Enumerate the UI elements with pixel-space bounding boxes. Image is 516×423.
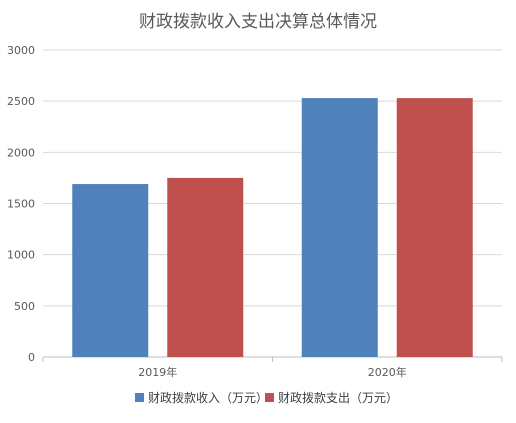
legend-label: 财政拨款收入（万元） [148, 391, 268, 405]
bars [72, 98, 473, 357]
bar-expense-1 [396, 98, 473, 357]
y-tick-label: 0 [28, 351, 35, 364]
chart-title: 财政拨款收入支出决算总体情况 [139, 12, 377, 32]
legend-swatch [265, 393, 274, 402]
legend: 财政拨款收入（万元） 财政拨款支出（万元） [135, 391, 398, 405]
y-tick-label: 3000 [7, 44, 35, 57]
y-tick-label: 1500 [7, 198, 35, 211]
legend-swatch [135, 393, 144, 402]
y-tick-label: 2500 [7, 95, 35, 108]
bar-expense-0 [167, 177, 244, 357]
tick-labels: 0 500 1000 1500 2000 2500 3000 2019年 2020年 [7, 44, 407, 379]
bar-income-1 [301, 98, 378, 357]
y-tick-label: 1000 [7, 249, 35, 262]
x-tick-label: 2020年 [368, 365, 407, 379]
legend-label: 财政拨款支出（万元） [278, 391, 398, 405]
bar-income-0 [72, 184, 149, 357]
y-tick-label: 500 [14, 300, 35, 313]
x-tick-label: 2019年 [138, 365, 177, 379]
y-tick-label: 2000 [7, 146, 35, 159]
